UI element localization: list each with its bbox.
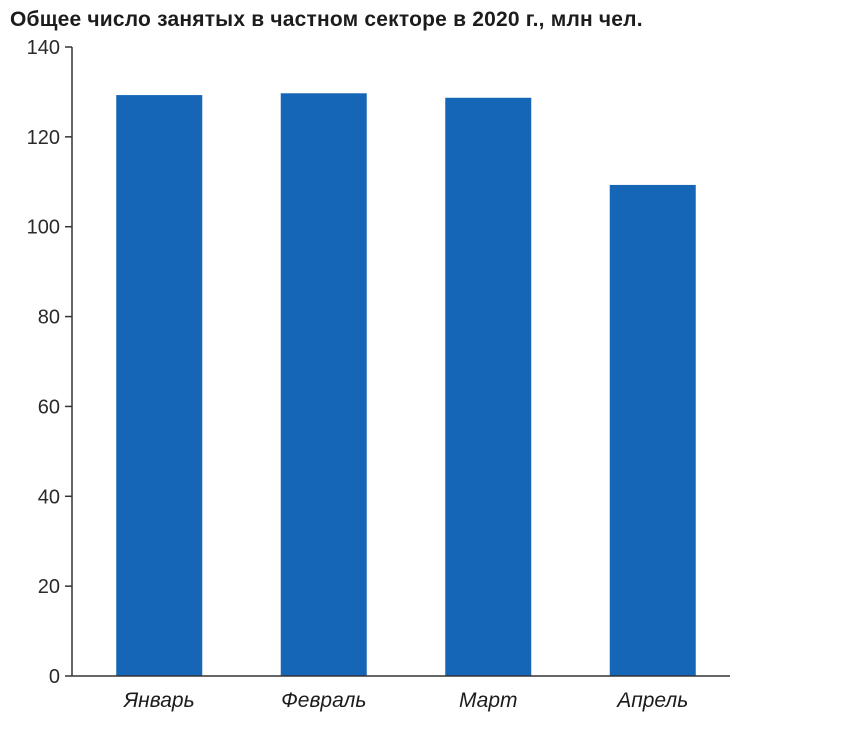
x-category-label: Февраль (281, 689, 366, 712)
chart-title: Общее число занятых в частном секторе в … (10, 8, 643, 31)
bar-1 (116, 95, 203, 677)
y-axis-ticks: 0 20 40 60 80 100 120 140 (27, 37, 72, 688)
bar-3 (445, 97, 532, 676)
x-category-label: Январь (123, 689, 195, 712)
bar-4 (609, 184, 696, 676)
y-tick-label: 20 (38, 576, 60, 598)
y-tick-label: 80 (38, 307, 60, 329)
y-tick-label: 60 (38, 396, 60, 418)
y-tick-label: 100 (27, 217, 60, 239)
x-axis-labels: Январь Февраль Март Апрель (123, 689, 688, 712)
y-tick-label: 0 (49, 666, 60, 688)
y-tick-label: 40 (38, 486, 60, 508)
x-category-label: Апрель (615, 689, 688, 712)
y-tick-label: 120 (27, 127, 60, 149)
x-category-label: Март (459, 689, 518, 712)
y-tick-label: 140 (27, 37, 60, 59)
bars (116, 93, 696, 677)
bar-2 (280, 93, 367, 676)
